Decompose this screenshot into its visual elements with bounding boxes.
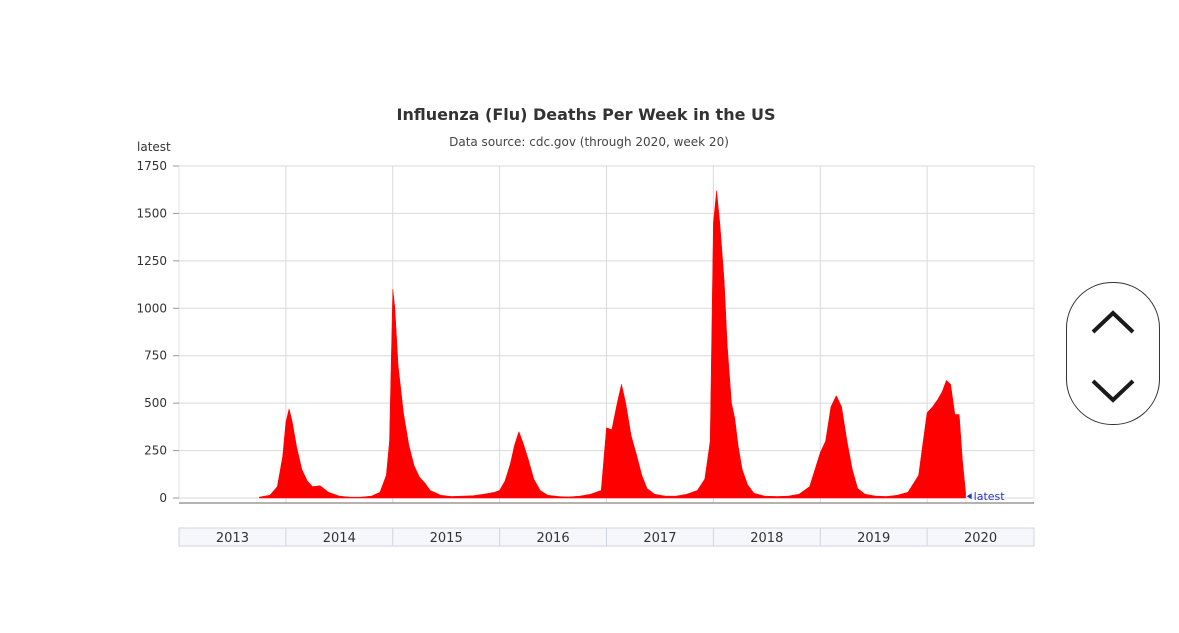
y-tick-labels: 0 250 500 750 1000 1250 1500 1750 xyxy=(136,159,167,505)
y-tick-label: 250 xyxy=(144,444,167,458)
year-label[interactable]: 2013 xyxy=(216,531,249,546)
chevron-down-icon xyxy=(1091,379,1135,403)
y-tick-label: 750 xyxy=(144,349,167,363)
y-tick-label: 1250 xyxy=(136,254,167,268)
y-tick-label: 1500 xyxy=(136,206,167,220)
y-axis-label: latest xyxy=(137,140,171,154)
year-label[interactable]: 2015 xyxy=(430,531,463,546)
scroll-control[interactable] xyxy=(1066,282,1160,425)
scroll-down-button[interactable] xyxy=(1067,355,1159,417)
y-tick-label: 1750 xyxy=(136,159,167,173)
year-label[interactable]: 2020 xyxy=(964,531,997,546)
year-label[interactable]: 2017 xyxy=(643,531,676,546)
year-label[interactable]: 2019 xyxy=(857,531,890,546)
latest-marker-label: latest xyxy=(974,490,1006,503)
latest-marker-arrow xyxy=(966,493,972,500)
latest-marker-group: latest xyxy=(966,490,1006,503)
year-label[interactable]: 2018 xyxy=(750,531,783,546)
y-tick-label: 0 xyxy=(159,491,167,505)
series-area xyxy=(258,190,966,499)
scroll-up-button[interactable] xyxy=(1067,289,1159,351)
year-navigator[interactable]: 2013 2014 2015 2016 2017 2018 2019 2020 xyxy=(178,527,1035,547)
year-label[interactable]: 2016 xyxy=(537,531,570,546)
chart-title: Influenza (Flu) Deaths Per Week in the U… xyxy=(396,105,775,124)
chart-subtitle: Data source: cdc.gov (through 2020, week… xyxy=(449,135,729,149)
y-tick-label: 500 xyxy=(144,396,167,410)
series-area-0 xyxy=(258,190,966,499)
year-label[interactable]: 2014 xyxy=(323,531,356,546)
y-tick-label: 1000 xyxy=(136,301,167,315)
chevron-up-icon xyxy=(1091,310,1135,334)
axes xyxy=(173,165,1034,504)
